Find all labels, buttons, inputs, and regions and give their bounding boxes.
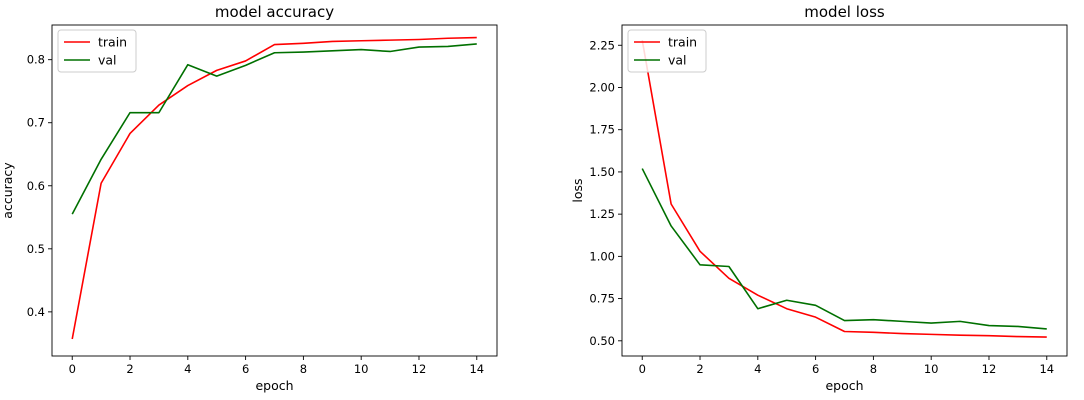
- series-line-train: [71, 36, 477, 340]
- legend: train val: [627, 29, 707, 73]
- x-tick-label: 8: [870, 362, 877, 376]
- x-tick-label: 8: [300, 362, 307, 376]
- plot-frame: [621, 24, 1068, 357]
- chart-panel-2: model loss 0 2 4 6 8 10 12 14 0.50 0.75 1.00 1.25 1.5…: [570, 3, 1068, 393]
- y-axis-label: loss: [570, 178, 585, 202]
- x-tick-label: 14: [1039, 362, 1054, 376]
- x-tick-label: 2: [696, 362, 703, 376]
- x-axis-label: epoch: [255, 378, 293, 393]
- x-tick-label: 4: [184, 362, 191, 376]
- plot-frame: [51, 24, 498, 357]
- y-tick-label: 0.8: [27, 53, 45, 67]
- chart-title: model loss: [804, 3, 885, 21]
- y-tick-label: 2.25: [589, 38, 615, 52]
- x-tick-label: 10: [924, 362, 939, 376]
- chart-title: model accuracy: [215, 3, 334, 21]
- y-tick-label: 0.5: [27, 242, 45, 256]
- chart-panel-1: model accuracy 0 2 4 6 8 10 12 14 0.4 0.5 0.6 0.7 0.8…: [0, 3, 498, 393]
- x-tick-label: 0: [69, 362, 76, 376]
- x-tick-label: 12: [982, 362, 997, 376]
- y-tick-label: 0.4: [27, 305, 45, 319]
- legend-box: [57, 29, 137, 73]
- y-axis-label: accuracy: [0, 162, 15, 219]
- x-tick-label: 4: [754, 362, 761, 376]
- x-tick-label: 10: [354, 362, 369, 376]
- legend-label-val: val: [98, 53, 117, 68]
- y-tick-label: 1.25: [589, 207, 615, 221]
- series-line-val: [641, 168, 1047, 330]
- x-tick-label: 12: [412, 362, 427, 376]
- legend-label-train: train: [668, 35, 697, 50]
- x-tick-label: 6: [242, 362, 249, 376]
- x-axis-label: epoch: [825, 378, 863, 393]
- series-line-train: [641, 40, 1047, 338]
- x-tick-label: 6: [812, 362, 819, 376]
- y-tick-label: 0.7: [27, 116, 45, 130]
- y-tick-label: 2.00: [589, 80, 615, 94]
- x-tick-label: 2: [126, 362, 133, 376]
- y-tick-label: 1.00: [589, 249, 615, 263]
- y-tick-label: 0.50: [589, 334, 615, 348]
- legend-label-train: train: [98, 35, 127, 50]
- y-tick-label: 1.75: [589, 123, 615, 137]
- legend-label-val: val: [668, 53, 687, 68]
- y-tick-label: 0.6: [27, 179, 45, 193]
- y-tick-label: 0.75: [589, 292, 615, 306]
- x-tick-label: 0: [639, 362, 646, 376]
- y-tick-label: 1.50: [589, 165, 615, 179]
- x-tick-label: 14: [469, 362, 484, 376]
- legend-box: [627, 29, 707, 73]
- series-line-val: [71, 43, 477, 215]
- legend: train val: [57, 29, 137, 73]
